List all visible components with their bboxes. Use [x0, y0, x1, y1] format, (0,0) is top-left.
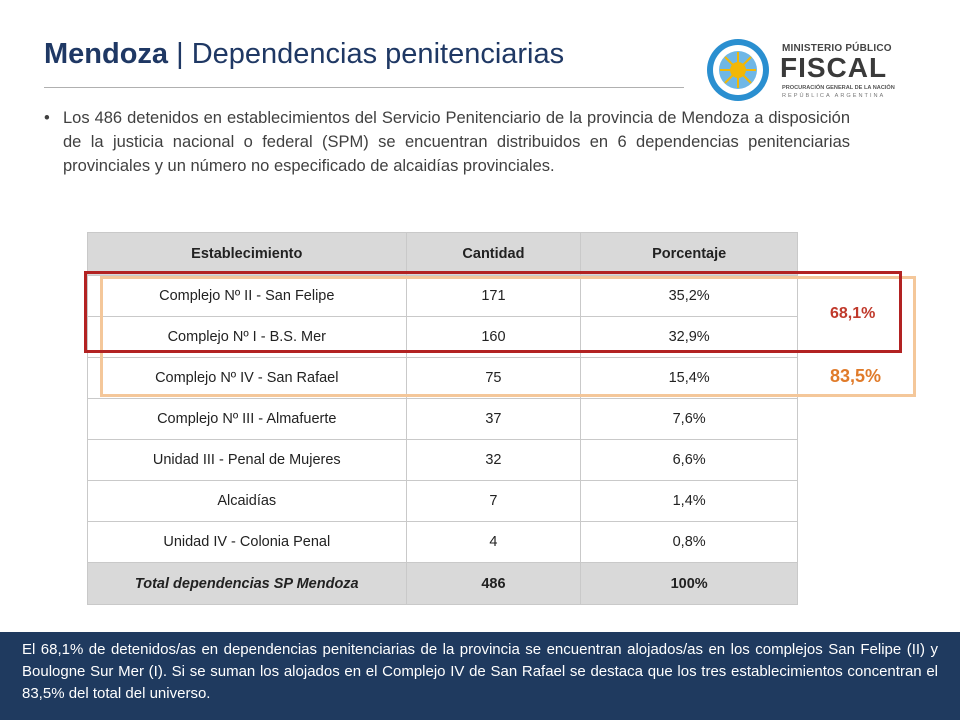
- table-row: Complejo Nº II - San Felipe 171 35,2%: [87, 275, 798, 317]
- establishment-cell: Complejo Nº II - San Felipe: [87, 275, 407, 317]
- establishment-cell: Unidad IV - Colonia Penal: [87, 521, 407, 563]
- count-cell: 32: [405, 439, 582, 481]
- page-title-rest: | Dependencias penitenciarias: [168, 38, 565, 70]
- ministerio-publico-fiscal-logo: MINISTERIO PÚBLICO FISCAL PROCURACIÓN GE…: [706, 38, 896, 104]
- table-row: Unidad III - Penal de Mujeres 32 6,6%: [87, 439, 798, 481]
- bullet-marker: •: [44, 109, 50, 127]
- count-cell: 7: [405, 480, 582, 522]
- table-row: Alcaidías 7 1,4%: [87, 480, 798, 522]
- sun-emblem-icon: [707, 39, 769, 101]
- logo-line-3: PROCURACIÓN GENERAL DE LA NACIÓN: [782, 85, 895, 91]
- count-cell: 37: [405, 398, 582, 440]
- summary-text: El 68,1% de detenidos/as en dependencias…: [22, 641, 938, 702]
- intro-paragraph: • Los 486 detenidos en establecimientos …: [44, 106, 850, 178]
- page-title-bold: Mendoza: [44, 38, 169, 70]
- count-cell: 75: [405, 357, 582, 399]
- table-header-row: Establecimiento Cantidad Porcentaje: [87, 232, 798, 276]
- total-percent-cell: 100%: [580, 562, 798, 605]
- header-establecimiento: Establecimiento: [87, 232, 407, 276]
- header-porcentaje: Porcentaje: [580, 232, 798, 276]
- percent-cell: 0,8%: [580, 521, 798, 563]
- total-count-cell: 486: [405, 562, 582, 605]
- table-row: Unidad IV - Colonia Penal 4 0,8%: [87, 521, 798, 563]
- establishment-cell: Complejo Nº III - Almafuerte: [87, 398, 407, 440]
- page-title: Mendoza | Dependencias penitenciarias: [44, 38, 564, 71]
- intro-text: Los 486 detenidos en establecimientos de…: [63, 109, 850, 175]
- table-row: Complejo Nº III - Almafuerte 37 7,6%: [87, 398, 798, 440]
- percent-cell: 15,4%: [580, 357, 798, 399]
- top-two-highlight-box: [84, 271, 902, 353]
- table-total-row: Total dependencias SP Mendoza 486 100%: [87, 562, 798, 605]
- percent-cell: 7,6%: [580, 398, 798, 440]
- top-three-percentage: 83,5%: [830, 366, 882, 386]
- count-cell: 4: [405, 521, 582, 563]
- top-three-highlight-box: [100, 276, 916, 397]
- establishment-cell: Complejo Nº IV - San Rafael: [87, 357, 407, 399]
- total-label-cell: Total dependencias SP Mendoza: [87, 562, 407, 605]
- percent-cell: 6,6%: [580, 439, 798, 481]
- summary-footer: El 68,1% de detenidos/as en dependencias…: [0, 632, 960, 720]
- count-cell: 171: [405, 275, 582, 317]
- top-two-percentage: 68,1%: [830, 305, 876, 322]
- logo-line-1: MINISTERIO PÚBLICO: [782, 43, 892, 54]
- table-row: Complejo Nº IV - San Rafael 75 15,4%: [87, 357, 798, 399]
- establishment-cell: Unidad III - Penal de Mujeres: [87, 439, 407, 481]
- logo-line-2: FISCAL: [780, 52, 888, 83]
- title-divider: [44, 87, 684, 88]
- header-cantidad: Cantidad: [405, 232, 582, 276]
- establishments-table: Establecimiento Cantidad Porcentaje Comp…: [87, 232, 798, 605]
- logo-line-4: REPÚBLICA ARGENTINA: [782, 93, 886, 99]
- establishment-cell: Alcaidías: [87, 480, 407, 522]
- percent-cell: 1,4%: [580, 480, 798, 522]
